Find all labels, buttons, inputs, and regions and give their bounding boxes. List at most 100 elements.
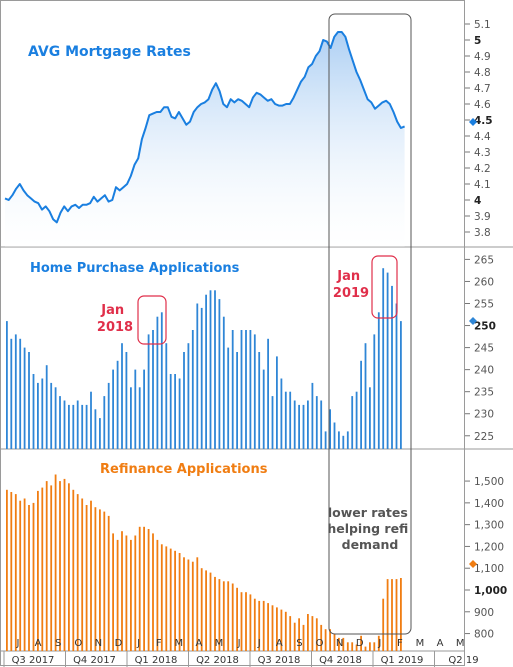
y-tick-label: 255 <box>474 299 494 311</box>
refi-bar <box>178 553 181 651</box>
refi-bar <box>112 533 114 651</box>
y-tick-label: 4.4 <box>474 131 491 143</box>
y-tick-label: 235 <box>474 387 494 399</box>
y-tick-label: 4.7 <box>474 83 491 95</box>
refi-bar <box>107 515 110 651</box>
refi-bar <box>209 572 212 651</box>
purchase-bar <box>391 285 393 449</box>
refi-bar <box>271 605 274 652</box>
refi-bar <box>59 481 61 651</box>
y-tick-label: 4.9 <box>474 51 491 63</box>
purchase-bar <box>342 435 345 449</box>
purchase-bar <box>262 369 265 449</box>
refi-bar <box>19 500 22 651</box>
refi-bar <box>14 494 17 651</box>
purchase-bar <box>360 360 362 449</box>
purchase-bar <box>187 343 190 449</box>
refi-bar <box>72 489 75 651</box>
refi-bar <box>218 579 221 651</box>
rate-line <box>4 31 405 224</box>
purchase-bar <box>253 334 256 449</box>
jan2018-callout-box <box>137 295 167 345</box>
purchase-bar <box>205 294 207 449</box>
refi-bar <box>63 478 66 651</box>
purchase-bar <box>81 404 84 449</box>
refi-bar <box>152 533 154 651</box>
refi-bar <box>338 637 340 651</box>
y-tick-label: 3.9 <box>474 211 491 223</box>
refi-bar <box>333 633 336 651</box>
refi-bar <box>222 581 225 651</box>
refi-bar <box>116 539 119 651</box>
refi-bar <box>346 642 349 651</box>
x-quarter-label: Q1 2019 <box>381 655 424 666</box>
refi-bar <box>315 618 318 651</box>
refi-bar <box>125 535 128 651</box>
x-month-label: A <box>195 638 202 649</box>
refi-note: lower rates helping refi demand <box>327 505 412 552</box>
y-tick-label: 260 <box>474 276 494 288</box>
refi-bar <box>138 526 141 651</box>
jan2018-label: Jan 2018 <box>97 303 133 335</box>
q4-2018-highlight-box <box>328 13 412 635</box>
purchase-bar <box>32 374 35 449</box>
refi-bar <box>267 603 269 651</box>
refi-bar <box>165 546 168 651</box>
purchase-bar <box>99 418 101 449</box>
purchase-bar <box>227 347 230 449</box>
y-tick-label: 800 <box>474 629 494 641</box>
purchase-bar <box>369 387 371 449</box>
refi-bar <box>360 635 362 652</box>
refi-bar <box>320 624 323 651</box>
purchase-bar <box>289 391 292 449</box>
refi-bar <box>307 614 309 651</box>
purchase-panel-title: Home Purchase Applications <box>30 261 240 276</box>
x-month-label: M <box>215 638 224 649</box>
refi-bar <box>99 509 101 651</box>
x-month-label: O <box>316 638 324 649</box>
x-quarter-label: Q4 2018 <box>319 655 362 666</box>
refi-bar <box>391 579 393 651</box>
y-tick-label: 900 <box>474 607 494 619</box>
y-tick-label: 1,500 <box>474 476 504 488</box>
purchase-bar <box>298 404 300 449</box>
chart-frame <box>0 0 465 666</box>
refi-bar <box>23 498 26 651</box>
refi-bar <box>280 609 283 651</box>
purchase-last-value-marker <box>469 317 477 325</box>
refi-bar <box>121 531 123 651</box>
purchase-bar <box>382 268 385 449</box>
rate-last-value-marker <box>469 118 477 126</box>
purchase-bar <box>50 382 53 449</box>
refi-bar <box>400 578 402 651</box>
refi-bar <box>103 511 106 651</box>
purchase-bar <box>386 272 389 449</box>
purchase-bar <box>191 330 194 449</box>
purchase-bar <box>311 382 314 449</box>
refi-bar <box>54 474 57 651</box>
purchase-bar <box>147 334 150 449</box>
refi-bar <box>395 579 398 651</box>
x-month-label: J <box>16 638 20 649</box>
refi-bar <box>329 629 331 651</box>
y-tick-label: 265 <box>474 254 494 266</box>
refi-bar <box>293 622 296 651</box>
rate-area <box>5 32 405 247</box>
purchase-bar <box>307 400 309 449</box>
y-tick-label: 245 <box>474 343 494 355</box>
refi-bar <box>245 592 247 651</box>
purchase-bar <box>395 303 398 449</box>
refi-bar <box>156 539 159 651</box>
refi-bar <box>134 535 137 651</box>
y-tick-label: 4.6 <box>474 99 491 111</box>
x-axis: J A S O N D J F M A M J J A S O N D J F M A M Q3 2017 Q4 2017 Q1 … <box>3 638 479 667</box>
y-tick-label: 240 <box>474 365 494 377</box>
purchase-bar <box>183 352 185 449</box>
refi-bar <box>143 526 145 651</box>
refi-bar <box>50 485 53 651</box>
purchase-bar <box>121 343 123 449</box>
purchase-bar <box>68 404 70 449</box>
y-tick-label: 1,100 <box>474 563 504 575</box>
purchase-bar <box>271 396 274 449</box>
refi-bar <box>200 568 203 651</box>
